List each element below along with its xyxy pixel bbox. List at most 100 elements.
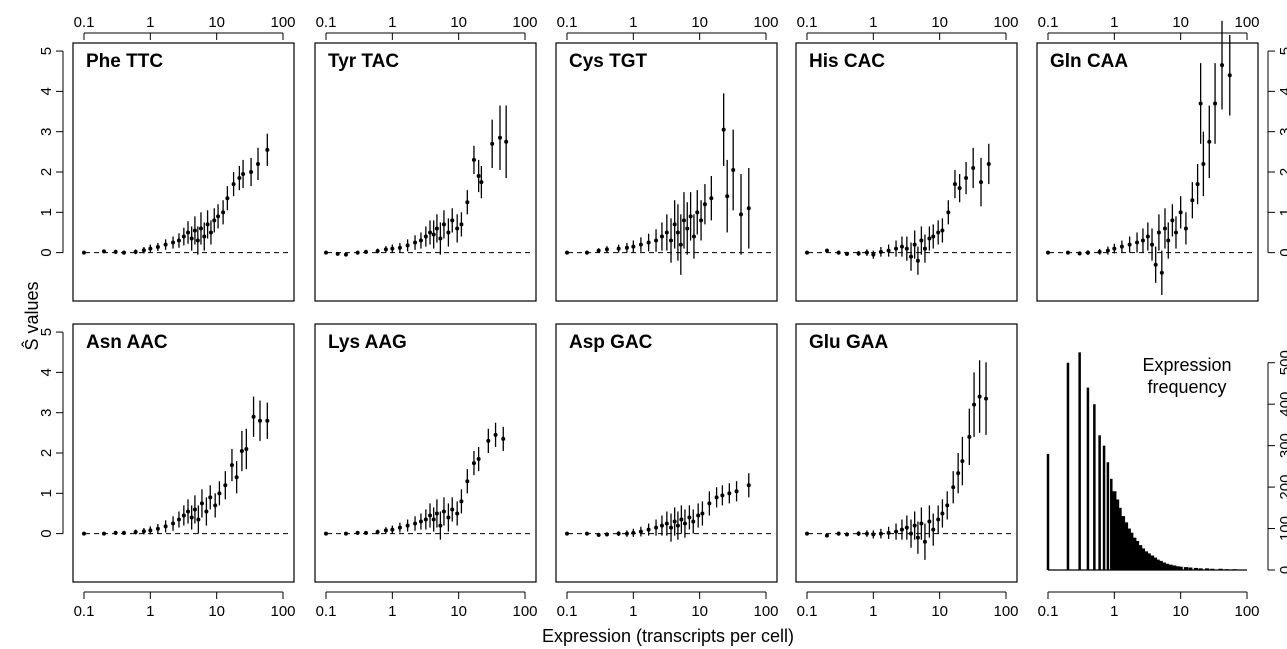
histogram-annotation: frequency [1147,377,1226,397]
data-point [202,234,207,239]
panel-title: Gln CAA [1050,51,1128,72]
x-tick-label: 0.1 [316,14,337,31]
data-point [1077,251,1082,256]
data-point [919,238,924,243]
data-point [714,495,719,500]
y-tick-label: 2 [1277,168,1287,176]
data-point [413,240,418,245]
data-point [1195,182,1200,187]
data-point [805,531,809,536]
x-tick-label: 100 [1234,14,1259,31]
data-point [405,523,410,528]
data-point [672,519,677,524]
x-tick-label: 100 [753,603,778,620]
x-tick-label: 1 [629,603,637,620]
panel-frame [555,42,778,302]
histogram-bar [1164,563,1169,570]
data-point [912,523,917,528]
data-point [265,418,270,423]
data-point [455,511,460,516]
data-point [476,457,481,462]
data-point [1085,250,1090,255]
data-point [198,226,203,231]
data-point [256,161,261,166]
data-point [746,483,751,488]
x-tick-label: 100 [753,14,778,31]
data-point [616,246,621,251]
histogram-bar [1132,537,1137,570]
data-point [324,250,328,255]
data-point [1170,218,1175,223]
data-point [82,250,86,255]
data-point [465,200,470,205]
data-point [915,535,920,540]
data-point [418,238,423,243]
data-point [121,530,126,535]
panel-title: Glu GAA [809,332,888,353]
panel-frame [72,323,295,583]
data-point [967,434,972,439]
histogram-bar [1114,499,1120,570]
y-tick-label: 4 [1277,87,1287,95]
histogram-bar [1193,567,1199,570]
data-point [931,234,936,239]
histogram-bar [1161,562,1167,570]
data-point [434,511,439,516]
y-tick-label: 5 [38,328,55,336]
x-tick-label: 10 [691,603,708,620]
data-point [700,511,705,516]
x-tick-label: 100 [1234,603,1259,620]
data-point [631,530,636,535]
data-point [675,523,680,528]
x-tick-label: 0.1 [557,14,578,31]
data-point [725,194,730,199]
histogram-bar [1093,404,1096,570]
x-tick-label: 100 [512,603,537,620]
data-point [699,218,704,223]
histogram-bar [1098,435,1101,570]
data-point [1201,161,1206,166]
histogram-bar [1158,560,1163,570]
data-point [936,517,941,522]
data-point [181,513,186,518]
data-point [679,517,684,522]
data-point [405,243,410,248]
data-point [486,438,491,443]
data-point [498,135,503,140]
data-point [450,507,455,512]
x-tick-label: 100 [993,14,1018,31]
data-point [441,222,446,227]
data-point [624,531,629,536]
histogram-bar [1117,507,1122,570]
data-point [584,531,589,536]
data-point [899,527,904,532]
data-point [746,206,751,211]
data-point [1166,238,1171,243]
data-point [208,495,213,500]
data-point [343,252,348,257]
y-tick-label: 5 [38,47,55,55]
data-point [940,228,945,233]
histogram-bar [1129,532,1134,570]
data-point [237,176,242,181]
histogram-annotation: Expression [1142,355,1231,375]
data-point [871,532,876,537]
data-point [465,479,470,484]
x-tick-label: 1 [146,603,154,620]
x-tick-label: 1 [1110,14,1118,31]
data-point [864,531,869,536]
data-point [960,459,965,464]
data-point [681,218,686,223]
histogram-bar [1102,445,1106,570]
y-tick-label: 3 [1277,128,1287,136]
data-point [493,432,498,437]
data-point [682,521,687,526]
y-tick-label: 0 [1277,248,1287,256]
y-tick-label: 1 [38,489,55,497]
x-tick-label: 10 [1172,603,1189,620]
data-point [654,238,659,243]
data-point [501,436,506,441]
data-point [977,394,982,399]
data-point [355,530,360,535]
data-point [476,174,481,179]
